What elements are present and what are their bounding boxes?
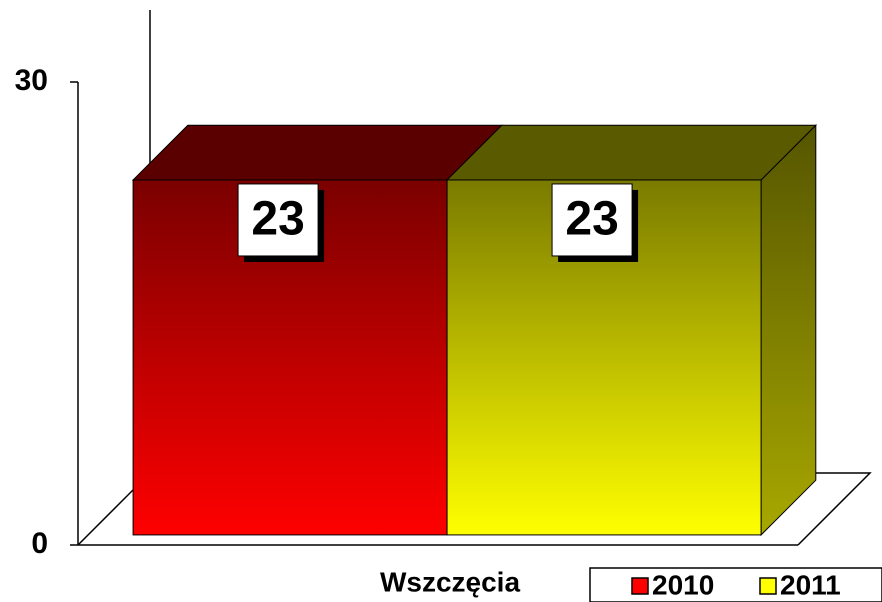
bar-top	[445, 124, 818, 181]
label-box	[237, 183, 319, 257]
y-tick-label: 30	[15, 64, 48, 97]
value-label: 23	[565, 193, 618, 246]
legend-swatch	[759, 577, 777, 595]
bar-top	[131, 124, 504, 181]
bar-side	[760, 124, 817, 537]
label-box	[551, 183, 633, 257]
x-tick-label: Wszczęcia	[380, 566, 520, 597]
y-tick-label: 0	[31, 527, 48, 560]
legend-swatch	[631, 577, 649, 595]
legend-label: 2010	[652, 569, 714, 600]
legend-label: 2011	[780, 569, 841, 600]
value-label: 23	[251, 193, 304, 246]
